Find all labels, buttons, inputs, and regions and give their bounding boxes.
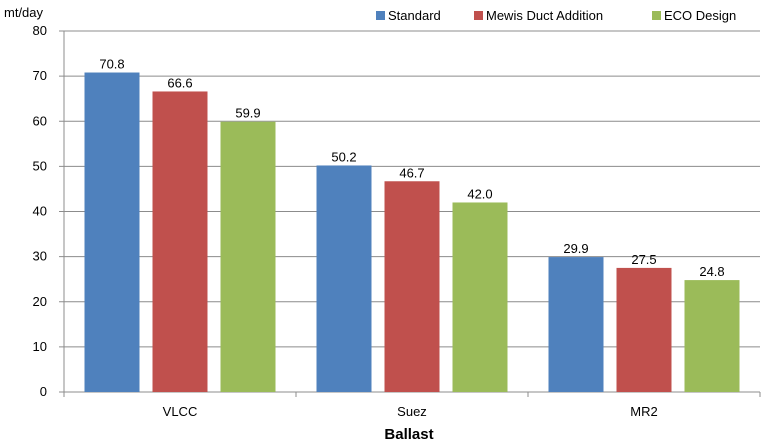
data-label: 70.8 [99,57,124,72]
y-axis-title: mt/day [4,5,44,20]
bar-mewis-duct-addition-suez [384,181,440,392]
bar-mewis-duct-addition-vlcc [152,91,208,392]
legend-swatch [652,11,661,20]
bar-standard-mr2 [548,257,604,392]
data-label: 24.8 [699,264,724,279]
x-category-label: VLCC [163,404,198,419]
y-tick-label: 10 [33,339,47,354]
data-label: 66.6 [167,75,192,90]
data-label: 59.9 [235,106,260,121]
legend-label: Mewis Duct Addition [486,8,603,23]
data-label: 46.7 [399,165,424,180]
y-axis-ticks: 0 10 20 30 40 50 60 70 80 [33,23,47,399]
bar-mewis-duct-addition-mr2 [616,267,672,392]
data-label: 27.5 [631,252,656,267]
legend-label: Standard [388,8,441,23]
x-axis-categories: VLCC Suez MR2 [163,404,658,419]
legend-swatch [376,11,385,20]
bars [84,72,740,393]
x-category-label: Suez [397,404,427,419]
y-tick-label: 20 [33,294,47,309]
y-tick-label: 80 [33,23,47,38]
bar-eco-design-vlcc [220,121,276,393]
y-tick-label: 50 [33,158,47,173]
data-label: 50.2 [331,149,356,164]
y-tick-label: 0 [40,384,47,399]
x-category-label: MR2 [630,404,657,419]
y-tick-label: 60 [33,113,47,128]
bar-eco-design-suez [452,202,508,392]
y-tick-label: 70 [33,68,47,83]
legend-label: ECO Design [664,8,736,23]
y-tick-label: 30 [33,249,47,264]
legend: Standard Mewis Duct Addition ECO Design [376,8,736,23]
bar-standard-suez [316,165,372,392]
bar-standard-vlcc [84,72,140,392]
data-label: 42.0 [467,186,492,201]
x-axis-title: Ballast [384,426,433,443]
legend-swatch [474,11,483,20]
data-label: 29.9 [563,241,588,256]
data-labels: 70.8 66.6 59.9 50.2 46.7 42.0 29.9 27.5 24.8 [99,57,724,280]
y-tick-label: 40 [33,204,47,219]
bar-eco-design-mr2 [684,280,740,392]
